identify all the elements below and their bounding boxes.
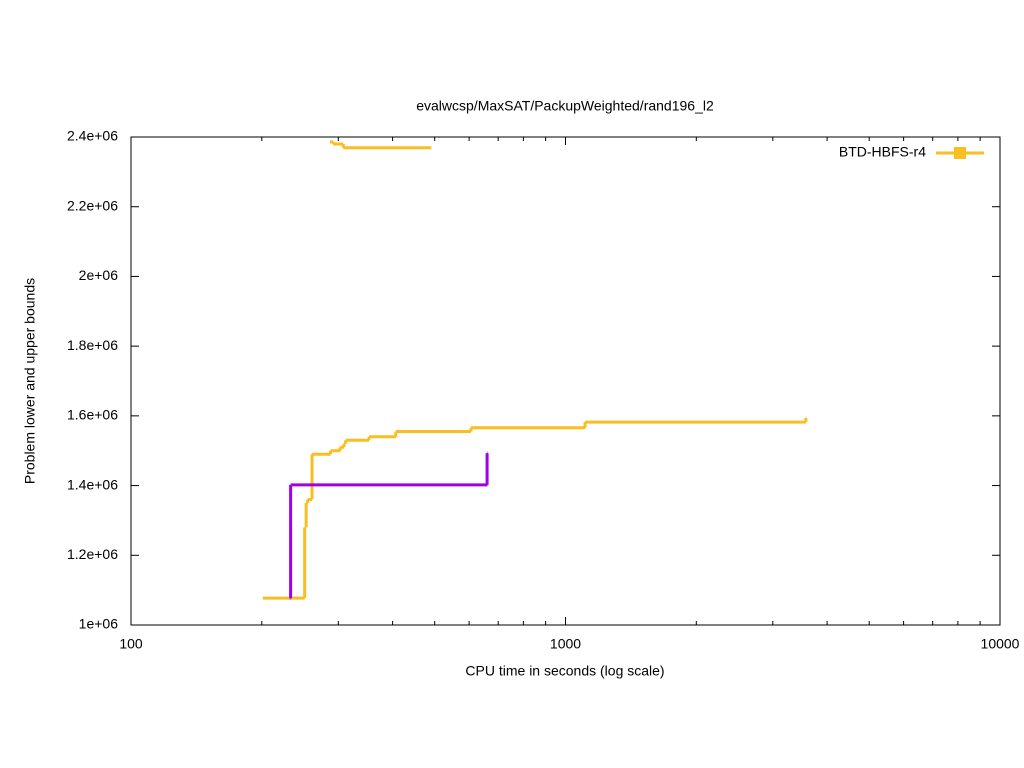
y-tick-label: 1.4e+06 <box>67 476 118 492</box>
y-tick-label: 1.2e+06 <box>67 546 118 562</box>
y-tick-label: 1e+06 <box>79 616 119 632</box>
y-tick-label: 2.2e+06 <box>67 197 118 213</box>
x-tick-label: 10000 <box>981 636 1020 652</box>
y-tick-label: 2.4e+06 <box>67 128 118 144</box>
y-tick-label: 2e+06 <box>79 267 119 283</box>
y-tick-label: 1.6e+06 <box>67 407 118 423</box>
x-tick-label: 1000 <box>550 636 581 652</box>
plot-frame <box>130 136 1001 626</box>
legend-marker <box>954 147 966 159</box>
legend-label: BTD-HBFS-r4 <box>839 144 926 160</box>
chart-title: evalwcsp/MaxSAT/PackupWeighted/rand196_l… <box>416 98 714 114</box>
y-axis-label: Problem lower and upper bounds <box>22 278 38 484</box>
x-axis-label: CPU time in seconds (log scale) <box>465 663 664 679</box>
x-tick-label: 100 <box>119 636 143 652</box>
y-tick-label: 1.8e+06 <box>67 337 118 353</box>
